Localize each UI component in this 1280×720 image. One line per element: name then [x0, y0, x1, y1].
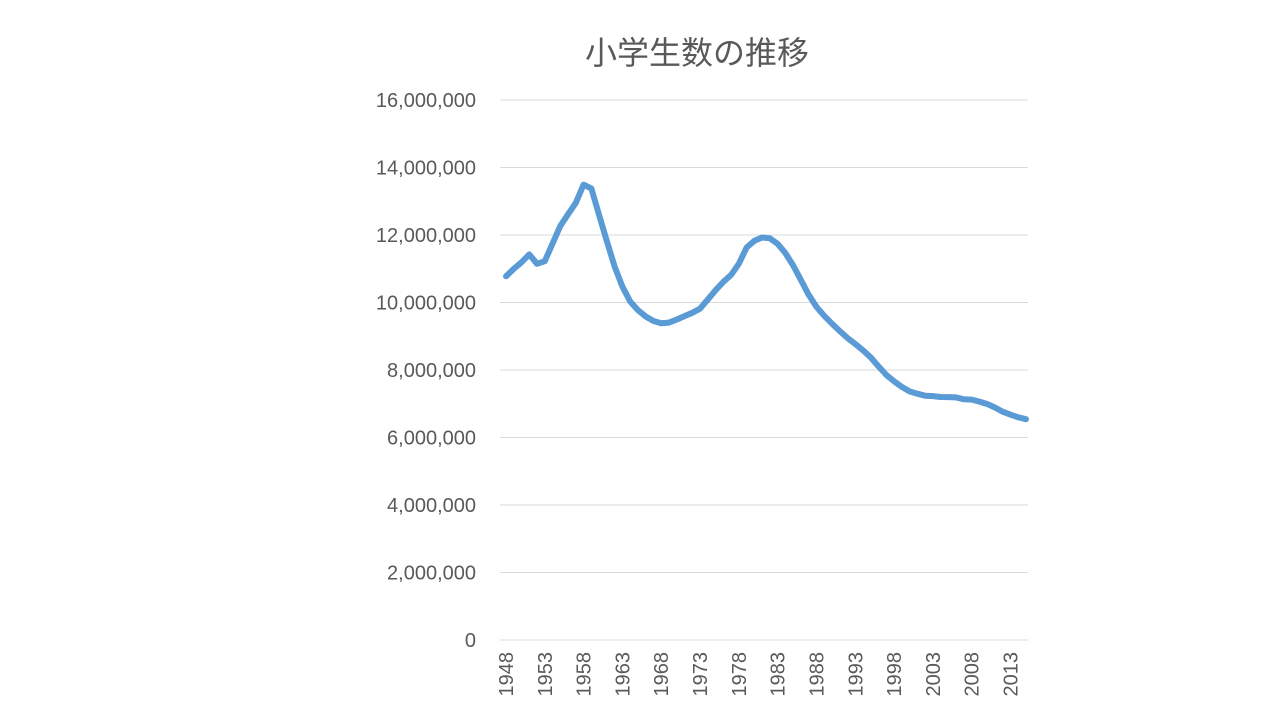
x-tick-label: 1988: [806, 652, 828, 697]
x-tick-label: 2008: [962, 652, 984, 697]
y-tick-label: 16,000,000: [376, 90, 476, 112]
x-tick-label: 2003: [923, 652, 945, 697]
series-line: [503, 181, 1029, 423]
x-tick-label: 1973: [690, 652, 712, 697]
y-axis-tick-labels: 0 2,000,000 4,000,000 6,000,000 8,000,000 10,…: [376, 90, 476, 652]
x-tick-label: 1978: [729, 652, 751, 697]
x-tick-label: 1983: [768, 652, 790, 697]
x-tick-label: 1998: [884, 652, 906, 697]
gridlines: [500, 99, 1028, 641]
x-tick-label: 1948: [496, 652, 518, 697]
y-tick-label: 6,000,000: [387, 428, 476, 450]
y-tick-label: 14,000,000: [376, 158, 476, 180]
x-tick-label: 2013: [1000, 652, 1022, 697]
x-axis-tick-labels: 1948 1953 1958 1963 1968 1973 1978 1983 1988 1993…: [496, 652, 1022, 697]
y-tick-label: 10,000,000: [376, 293, 476, 315]
chart-title: 小学生数の推移: [585, 34, 809, 72]
series-lines: [503, 181, 1029, 423]
y-tick-label: 12,000,000: [376, 225, 476, 247]
x-tick-label: 1968: [651, 652, 673, 697]
x-tick-label: 1953: [535, 652, 557, 697]
x-tick-label: 1963: [612, 652, 634, 697]
x-tick-label: 1993: [845, 652, 867, 697]
x-tick-label: 1958: [574, 652, 596, 697]
y-tick-label: 0: [465, 630, 476, 652]
y-tick-label: 2,000,000: [387, 563, 476, 585]
y-tick-label: 4,000,000: [387, 495, 476, 517]
y-tick-label: 8,000,000: [387, 360, 476, 382]
